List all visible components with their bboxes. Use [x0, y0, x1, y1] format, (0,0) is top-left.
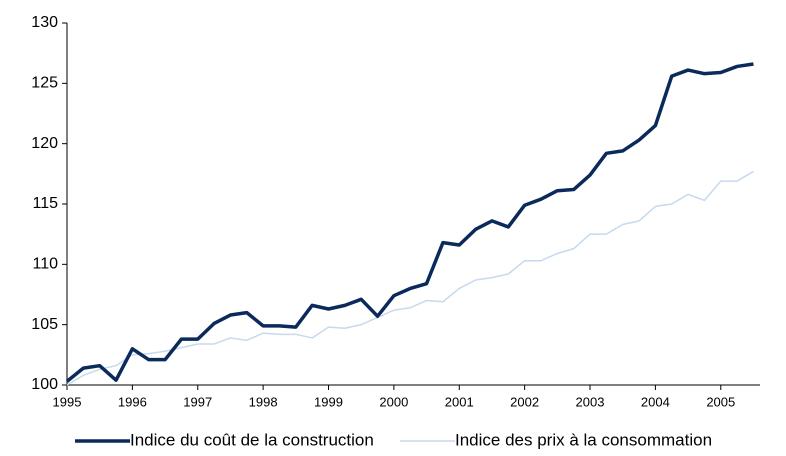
legend-label: Indice des prix à la consommation [455, 430, 712, 449]
x-tick-label: 1996 [118, 394, 147, 409]
y-tick-label: 100 [31, 376, 58, 393]
x-tick-label: 2000 [379, 394, 408, 409]
y-tick-label: 110 [32, 256, 58, 273]
x-tick-label: 1997 [183, 394, 212, 409]
x-tick-label: 1995 [53, 394, 82, 409]
legend-label: Indice du coût de la construction [130, 430, 374, 449]
x-tick-label: 1999 [314, 394, 343, 409]
x-tick-label: 2003 [576, 394, 605, 409]
y-tick-label: 130 [31, 14, 58, 31]
y-tick-label: 105 [31, 316, 58, 333]
x-tick-label: 2002 [510, 394, 539, 409]
y-tick-label: 115 [32, 195, 58, 212]
x-tick-label: 2005 [706, 394, 735, 409]
y-tick-label: 125 [31, 75, 58, 92]
x-tick-label: 1998 [249, 394, 278, 409]
series-line [66, 170, 754, 386]
y-tick-label: 120 [31, 135, 58, 152]
x-tick-label: 2004 [641, 394, 670, 409]
x-tick-label: 2001 [445, 394, 474, 409]
series-line [65, 62, 754, 383]
